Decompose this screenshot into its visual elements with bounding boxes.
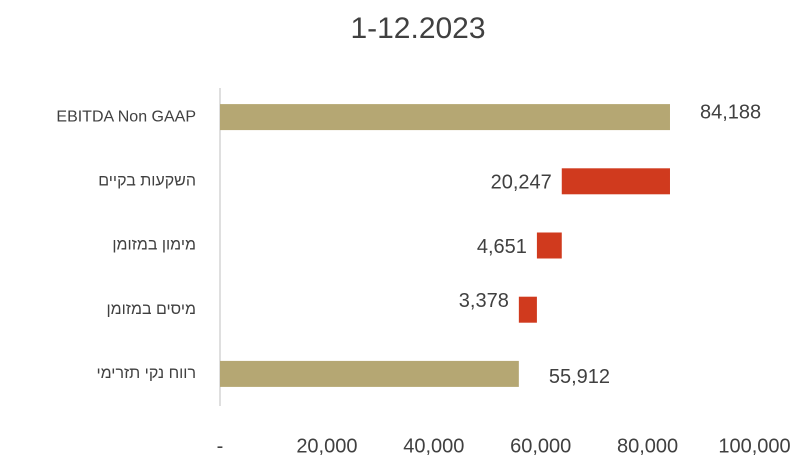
bar xyxy=(561,168,670,195)
chart-title: 1-12.2023 xyxy=(350,12,485,45)
x-tick-label: - xyxy=(217,435,224,457)
bar xyxy=(518,296,537,323)
category-label: מימון במזומן xyxy=(112,237,196,254)
value-label: 55,912 xyxy=(549,366,610,388)
category-label: רווח נקי תזרימי xyxy=(96,365,196,382)
x-tick-label: 20,000 xyxy=(296,435,357,457)
x-tick-label: 80,000 xyxy=(617,435,678,457)
bar xyxy=(536,232,562,259)
category-label: מיסים במזומן xyxy=(107,301,197,318)
value-label: 84,188 xyxy=(700,101,761,123)
bar xyxy=(220,360,519,387)
x-tick-label: 40,000 xyxy=(403,435,464,457)
value-label: 3,378 xyxy=(459,290,509,312)
category-label: EBITDA Non GAAP xyxy=(56,108,196,125)
x-tick-label: 60,000 xyxy=(510,435,571,457)
value-label: 20,247 xyxy=(491,172,552,194)
bar xyxy=(220,104,670,131)
value-label: 4,651 xyxy=(477,236,527,258)
x-tick-label: 100,000 xyxy=(718,435,790,457)
category-label: השקעות בקיים xyxy=(98,173,196,190)
